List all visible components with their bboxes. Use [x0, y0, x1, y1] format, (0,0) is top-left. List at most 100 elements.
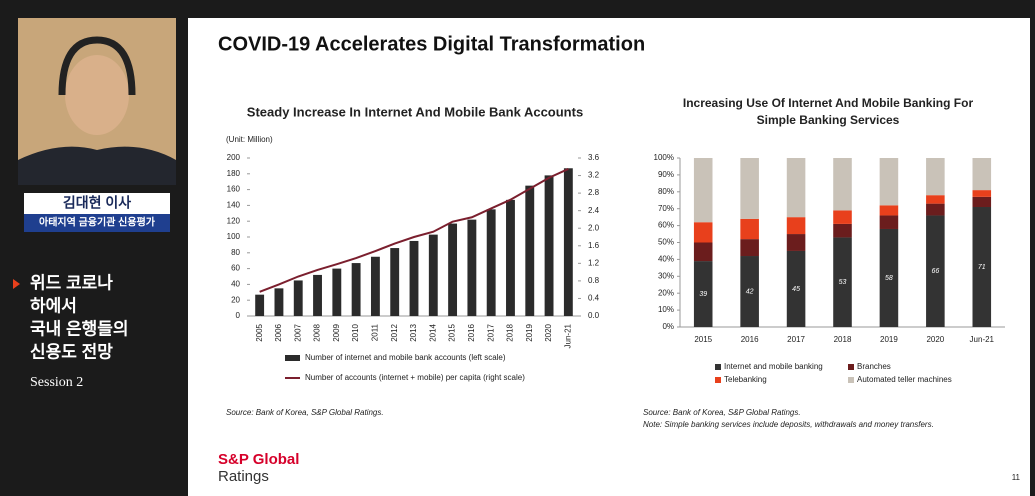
speaker-video: [18, 18, 176, 185]
bar: [467, 219, 477, 316]
y-tick-label: 140: [227, 201, 241, 210]
bar-segment: [926, 215, 945, 327]
bar: [370, 256, 380, 316]
x-tick-label: 2020: [926, 335, 944, 344]
y2-tick-label: 1.6: [588, 241, 600, 250]
y-tick-label: 20: [231, 295, 240, 304]
y-tick-label: 60: [231, 264, 240, 273]
bar-segment: [879, 158, 899, 206]
chart-title: Simple Banking Services: [757, 113, 900, 127]
speaker-name: 김대현 이사: [63, 195, 131, 211]
bar-segment: [879, 215, 899, 229]
x-tick-label: 2016: [467, 323, 476, 341]
legend-swatch: [848, 377, 854, 383]
bar-segment: [740, 239, 759, 257]
legend-swatch: [285, 355, 300, 361]
y2-tick-label: 2.0: [588, 223, 600, 232]
bar: [351, 263, 361, 316]
x-tick-label: 2016: [741, 335, 759, 344]
bar-segment: [879, 228, 899, 327]
bar-segment: [926, 195, 945, 204]
chart-title: Steady Increase In Internet And Mobile B…: [247, 104, 583, 119]
x-tick-label: 2006: [274, 323, 283, 341]
data-label: 66: [931, 268, 939, 275]
session: Session 2: [30, 375, 83, 390]
x-tick-label: 2015: [448, 323, 457, 341]
source: Source: Bank of Korea, S&P Global Rating…: [643, 408, 801, 417]
session-title: 국내 은행들의: [30, 319, 129, 338]
session-title: 위드 코로나: [30, 273, 113, 292]
y2-tick-label: 0.4: [588, 294, 600, 303]
bar-segment: [833, 237, 852, 327]
chart-title: Increasing Use Of Internet And Mobile Ba…: [683, 96, 974, 110]
bar-segment: [926, 158, 945, 196]
y-tick-label: 30%: [658, 271, 674, 280]
line: [259, 168, 569, 293]
bar-segment: [740, 256, 759, 327]
y-tick-label: 90%: [658, 170, 674, 179]
bar: [390, 248, 400, 316]
y-tick-label: 160: [227, 185, 241, 194]
bar-segment: [786, 234, 806, 251]
y-tick-label: 40: [231, 280, 240, 289]
bar: [428, 234, 438, 316]
bar-segment: [786, 158, 806, 218]
bar: [506, 199, 515, 316]
x-tick-label: 2013: [409, 323, 418, 341]
x-tick-label: 2020: [544, 323, 553, 341]
bar: [293, 280, 303, 316]
x-tick-label: 2018: [834, 335, 852, 344]
x-tick-label: 2009: [332, 323, 341, 341]
bar-segment: [693, 242, 713, 262]
bar-segment: [740, 158, 759, 219]
bar: [486, 209, 496, 316]
y-tick-label: 0%: [662, 322, 674, 331]
legend-label: Number of accounts (internet + mobile) p…: [305, 373, 525, 382]
unit-label: (Unit: Million): [226, 135, 273, 144]
y-tick-label: 200: [227, 153, 241, 162]
data-label: 42: [746, 288, 754, 295]
y-tick-label: 60%: [658, 221, 674, 230]
y2-tick-label: 3.6: [588, 153, 600, 162]
x-tick-label: Jun-21: [563, 323, 572, 348]
bar: [448, 223, 458, 316]
bar-segment: [972, 190, 992, 197]
y-tick-label: 40%: [658, 255, 674, 264]
legend-swatch: [715, 364, 721, 370]
speaker-role: 아태지역 금융기관 신용평가: [39, 216, 156, 229]
bar-segment: [833, 158, 852, 211]
y-tick-label: 70%: [658, 204, 674, 213]
x-tick-label: 2008: [313, 323, 322, 341]
bar-segment: [693, 158, 713, 223]
bar: [525, 185, 535, 316]
y2-tick-label: 2.4: [588, 206, 600, 215]
legend-label: Branches: [857, 362, 891, 371]
legend-swatch: [848, 364, 854, 370]
x-tick-label: 2005: [255, 323, 264, 341]
y-tick-label: 50%: [658, 238, 674, 247]
bar: [563, 168, 573, 316]
x-tick-label: 2019: [880, 335, 898, 344]
bar: [313, 274, 322, 316]
bar-segment: [833, 210, 852, 224]
legend-label: Telebanking: [724, 375, 767, 384]
source: Source: Bank of Korea, S&P Global Rating…: [226, 408, 384, 417]
x-tick-label: 2014: [428, 323, 437, 341]
bar-segment: [879, 205, 899, 216]
bar-segment: [693, 222, 713, 243]
x-tick-label: 2018: [506, 323, 515, 341]
x-tick-label: 2007: [293, 323, 302, 341]
y2-tick-label: 3.2: [588, 171, 600, 180]
bar-segment: [833, 223, 852, 238]
session-title: 하에서: [30, 296, 77, 315]
data-label: 71: [978, 264, 986, 271]
bar-segment: [786, 250, 806, 327]
bar-segment: [926, 203, 945, 216]
x-tick-label: 2015: [694, 335, 712, 344]
x-tick-label: 2019: [525, 323, 534, 341]
y-tick-label: 180: [227, 169, 241, 178]
speaker-body: [18, 146, 176, 185]
x-tick-label: 2017: [787, 335, 805, 344]
x-tick-label: 2010: [351, 323, 360, 341]
